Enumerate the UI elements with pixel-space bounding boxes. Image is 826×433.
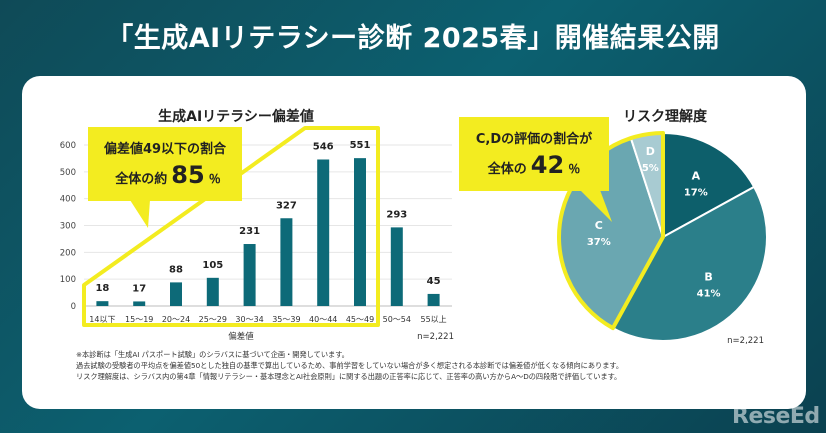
pie-slice-label: D: [646, 145, 655, 158]
bar: [96, 301, 109, 306]
bar-y-tick-label: 600: [60, 141, 76, 151]
bar: [427, 293, 440, 306]
bar-value-label: 327: [276, 200, 297, 211]
bar-value-label: 105: [202, 260, 223, 271]
bar-value-label: 546: [313, 141, 334, 152]
bar-callout-pointer: [130, 200, 150, 228]
bar-callout-line1: 偏差値49以下の割合: [104, 141, 227, 157]
bar-callout-value: 85: [171, 161, 204, 189]
page-title: 「生成AIリテラシー診断 2025春」開催結果公開: [106, 23, 720, 54]
pie-callout-line1: C,Dの評価の割合が: [476, 131, 592, 147]
bar-chart-n-label: n=2,221: [417, 332, 454, 342]
pie-callout-line2: 全体の 42 ％: [487, 151, 580, 179]
footnote-1: ※本診断は「生成AI パスポート試験」のシラバスに基づいて企画・開発しています。: [76, 350, 349, 359]
footnotes: ※本診断は「生成AI パスポート試験」のシラバスに基づいて企画・開発しています。…: [76, 349, 796, 382]
pie-slice-percent: 41%: [697, 289, 721, 300]
bar-y-tick-label: 100: [60, 275, 76, 285]
bar-callout-unit: ％: [209, 172, 221, 186]
bar-value-label: 88: [169, 264, 183, 275]
bar-category-label: 14以下: [89, 315, 115, 324]
footnote-2: 過去試験の受験者の平均点を偏差値50とした独自の基準で算出しているため、事前学習…: [76, 361, 624, 370]
pie-slice-percent: 37%: [587, 237, 611, 248]
bar-chart-bars: 18 14以下 17 15～19 88 20～24 105 25～29 231 30～34 327 3…: [89, 140, 446, 324]
bar-category-label: 30～34: [235, 315, 263, 324]
bar: [243, 244, 256, 306]
watermark-text: ReseEd: [732, 404, 820, 429]
pie-slice-label: B: [704, 271, 712, 284]
bar-callout-line2: 全体の約 85 ％: [114, 161, 220, 189]
bar-y-tick-label: 300: [60, 222, 76, 232]
bar: [206, 277, 219, 306]
bar-y-tick-label: 400: [60, 195, 76, 205]
pie-callout-pointer: [580, 190, 612, 222]
pie-callout: C,Dの評価の割合が 全体の 42 ％: [459, 117, 612, 222]
bar-y-tick-label: 0: [71, 302, 76, 312]
bar-chart-title: 生成AIリテラシー偏差値: [158, 108, 314, 125]
watermark-logo: ReseEd リシード: [732, 402, 820, 429]
bar-category-label: 55以上: [421, 315, 447, 324]
bar-category-label: 25～29: [199, 315, 227, 324]
bar: [317, 159, 330, 306]
pie-highlight-frame: [557, 131, 665, 331]
pie-callout-prefix: 全体の: [487, 161, 527, 177]
pie-chart-title: リスク理解度: [623, 108, 708, 125]
pie-slice-label: A: [692, 169, 701, 182]
bar-value-label: 17: [132, 283, 146, 294]
bar: [390, 227, 403, 306]
footnote-3: リスク理解度は、シラバス内の第4章「情報リテラシー・基本理念とAI社会原則」に関…: [76, 372, 622, 381]
bar: [280, 218, 293, 306]
bar: [133, 301, 146, 306]
bar-callout: 偏差値49以下の割合 全体の約 85 ％: [88, 127, 242, 228]
pie-callout-value: 42: [531, 151, 564, 179]
bar-category-label: 45～49: [346, 315, 374, 324]
bar-category-label: 20～24: [162, 315, 190, 324]
bar: [354, 158, 366, 306]
bar-chart-axes: 600 500 400 300 200 100 0: [60, 141, 452, 312]
bar-category-label: 35～39: [272, 315, 300, 324]
bar-callout-box: [88, 127, 242, 201]
bar-value-label: 551: [350, 140, 371, 151]
bar-chart-x-label: 偏差値: [228, 331, 254, 342]
pie-slice-percent: 5%: [642, 163, 659, 174]
pie-callout-unit: ％: [568, 162, 580, 176]
bar-value-label: 231: [239, 226, 260, 237]
bar-y-tick-label: 200: [60, 248, 76, 258]
bar: [170, 282, 182, 306]
pie-slice-percent: 17%: [684, 187, 708, 198]
pie-slice-a: [662, 131, 756, 239]
bar-value-label: 45: [427, 276, 441, 287]
bar-category-label: 50～54: [383, 315, 411, 324]
bar-value-label: 293: [386, 209, 407, 220]
pie-slice-b: [611, 185, 768, 342]
pie-chart-n-label: n=2,221: [727, 336, 764, 346]
pie-chart-labels: A 17% B 41% C 37% D 5%: [557, 131, 721, 331]
bar-category-label: 15～19: [125, 315, 153, 324]
pie-slice-label: C: [595, 219, 603, 232]
watermark-sub: リシード: [754, 402, 779, 409]
pie-callout-box: [459, 117, 609, 191]
bar-y-tick-label: 500: [60, 168, 76, 178]
bar-highlight-frame: [82, 126, 380, 327]
bar-value-label: 18: [95, 283, 109, 294]
bar-callout-prefix: 全体の約: [114, 171, 167, 187]
bar-category-label: 40～44: [309, 315, 337, 324]
